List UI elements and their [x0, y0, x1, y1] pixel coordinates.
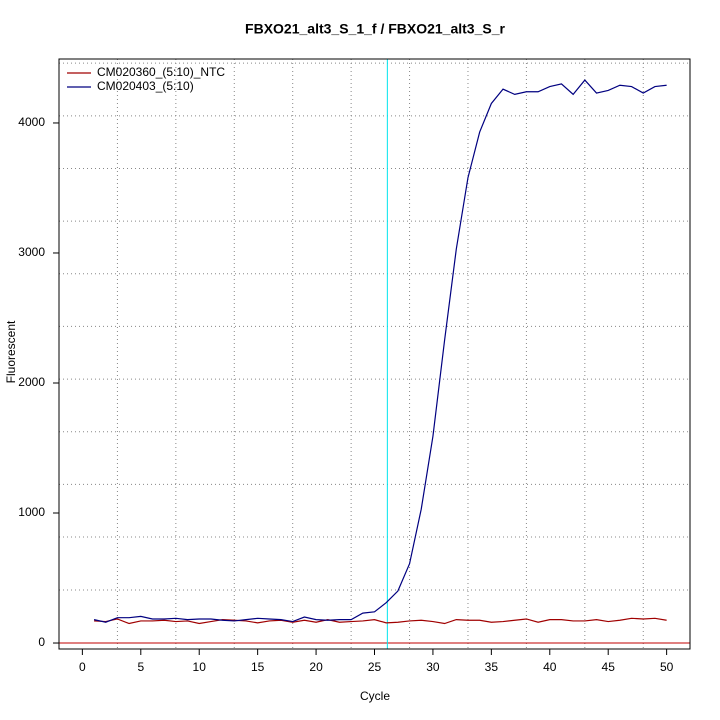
x-tick-label: 50 [660, 660, 674, 674]
y-axis-label: Fluorescent [4, 320, 18, 383]
legend-label: CM020360_(5:10)_NTC [97, 65, 225, 79]
x-tick-label: 10 [193, 660, 207, 674]
series-line [94, 617, 667, 625]
y-tick-label: 1000 [18, 505, 45, 519]
x-tick-label: 40 [543, 660, 557, 674]
x-tick-label: 5 [137, 660, 144, 674]
x-tick-label: 25 [368, 660, 382, 674]
x-tick-label: 35 [485, 660, 499, 674]
y-tick-label: 4000 [18, 115, 45, 129]
legend-label: CM020403_(5:10) [97, 79, 194, 93]
y-tick-label: 3000 [18, 245, 45, 259]
y-tick-label: 0 [38, 635, 45, 649]
x-axis-label: Cycle [360, 689, 390, 703]
x-tick-label: 45 [602, 660, 616, 674]
y-tick-label: 2000 [18, 375, 45, 389]
x-tick-label: 15 [251, 660, 265, 674]
x-tick-label: 0 [79, 660, 86, 674]
x-tick-label: 30 [426, 660, 440, 674]
chart-title: FBXO21_alt3_S_1_f / FBXO21_alt3_S_r [245, 21, 505, 37]
x-tick-label: 20 [309, 660, 323, 674]
plot-frame [58, 58, 691, 650]
series-line [93, 79, 667, 623]
